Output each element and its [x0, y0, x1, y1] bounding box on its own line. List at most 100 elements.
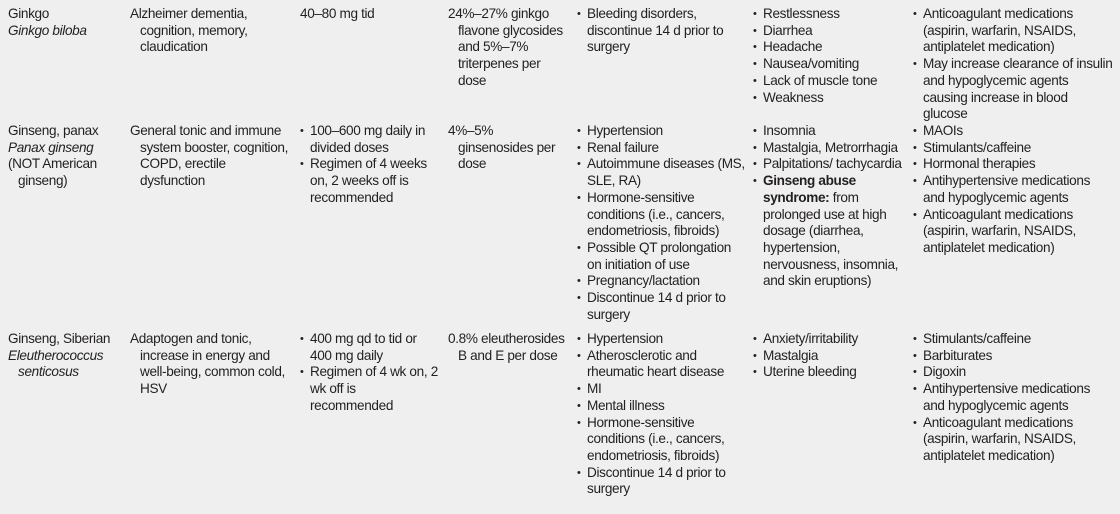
item-text: Headache	[763, 39, 823, 55]
herb-name-cell: Ginkgo Ginkgo biloba	[8, 6, 126, 39]
herb-latin-name: Ginkgo biloba	[8, 23, 126, 40]
dose-cell: 40–80 mg tid	[300, 6, 440, 23]
item-text: Mastalgia	[763, 347, 819, 363]
list-item: Antihypertensive medications and hypogly…	[913, 381, 1113, 414]
item-text: Insomnia	[763, 123, 816, 138]
list-item: Anxiety/irritability	[753, 331, 909, 348]
standardization-cell: 24%–27% ginkgo flavone glycosides and 5%…	[448, 6, 570, 90]
list-item: Stimulants/caffeine	[913, 331, 1113, 348]
bullet-list: MAOIsStimulants/caffeineHormonal therapi…	[913, 123, 1113, 257]
bullet-list: HypertensionRenal failureAutoimmune dise…	[577, 123, 747, 323]
list-item: May increase clearance of insulin and hy…	[913, 56, 1113, 123]
side-effects-cell: Anxiety/irritabilityMastalgiaUterine ble…	[753, 331, 909, 381]
bullet-list: 100–600 mg daily in divided dosesRegimen…	[300, 123, 440, 207]
item-text: Diarrhea	[763, 22, 813, 38]
interactions-cell: Anticoagulant medications (aspirin, warf…	[913, 6, 1113, 123]
standardization-text: 0.8% eleutherosides B and E per dose	[448, 331, 565, 363]
list-item: Barbiturates	[913, 348, 1113, 365]
list-item: Mental illness	[577, 398, 747, 415]
list-item: MAOIs	[913, 123, 1113, 140]
list-item: Lack of muscle tone	[753, 73, 909, 90]
list-item: Stimulants/caffeine	[913, 140, 1113, 157]
list-item: Hypertension	[577, 123, 747, 140]
item-text: Palpitations/ tachycardia	[763, 156, 902, 172]
side-effects-cell: RestlessnessDiarrheaHeadacheNausea/vomit…	[753, 6, 909, 106]
list-item: Antihypertensive medications and hypogly…	[913, 173, 1113, 206]
uses-cell: Adaptogen and tonic, increase in energy …	[130, 331, 290, 398]
list-item: Bleeding disorders, discontinue 14 d pri…	[577, 6, 747, 56]
dose-text: 40–80 mg tid	[300, 6, 375, 21]
contraindications-cell: Bleeding disorders, discontinue 14 d pri…	[577, 6, 747, 56]
uses-text: Alzheimer dementia, cognition, memory, c…	[130, 6, 248, 55]
bullet-list: Anxiety/irritabilityMastalgiaUterine ble…	[753, 331, 909, 381]
bullet-list: 400 mg qd to tid or 400 mg dailyRegimen …	[300, 331, 440, 415]
list-item: Hormone-sensitive conditions (i.e., canc…	[577, 190, 747, 240]
herb-common-name: Ginseng, panax	[8, 123, 99, 138]
list-item: Regimen of 4 wk on, 2 wk off is recommen…	[300, 364, 440, 414]
herb-name-cell: Ginseng, panax Panax ginseng (NOT American…	[8, 123, 126, 190]
list-item: Weakness	[753, 90, 909, 107]
uses-text: Adaptogen and tonic, increase in energy …	[130, 331, 285, 397]
list-item: Anticoagulant medications (aspirin, warf…	[913, 415, 1113, 465]
dose-cell: 100–600 mg daily in divided dosesRegimen…	[300, 123, 440, 207]
list-item: Insomnia	[753, 123, 909, 140]
bullet-list: Bleeding disorders, discontinue 14 d pri…	[577, 6, 747, 56]
bullet-list: InsomniaMastalgia, MetrorrhagiaPalpitati…	[753, 123, 909, 290]
bullet-list: HypertensionAtherosclerotic and rheumati…	[577, 331, 747, 498]
bold-term: Ginseng abuse syndrome:	[763, 173, 856, 205]
latin-name-text: Panax ginseng	[8, 139, 94, 155]
contraindications-cell: HypertensionRenal failureAutoimmune dise…	[577, 123, 747, 323]
herb-latin-name: Panax ginseng	[8, 140, 126, 157]
bullet-list: Stimulants/caffeineBarbituratesDigoxinAn…	[913, 331, 1113, 465]
list-item: Pregnancy/lactation	[577, 273, 747, 290]
item-text: Lack of muscle tone	[763, 72, 878, 88]
list-item: Anticoagulant medications (aspirin, warf…	[913, 6, 1113, 56]
list-item: 100–600 mg daily in divided doses	[300, 123, 440, 156]
list-item: Atherosclerotic and rheumatic heart dise…	[577, 348, 747, 381]
herb-note: (NOT American ginseng)	[8, 156, 97, 189]
standardization-cell: 4%–5% ginsenosides per dose	[448, 123, 570, 173]
standardization-cell: 0.8% eleutherosides B and E per dose	[448, 331, 570, 364]
bullet-list: Anticoagulant medications (aspirin, warf…	[913, 6, 1113, 123]
item-text: from prolonged use at high dosage (diarr…	[763, 189, 899, 289]
herb-common-name: Ginkgo	[8, 6, 49, 21]
list-item: Diarrhea	[753, 23, 909, 40]
interactions-cell: Stimulants/caffeineBarbituratesDigoxinAn…	[913, 331, 1113, 465]
latin-name-text: Ginkgo biloba	[8, 22, 87, 38]
item-text: Mastalgia, Metrorrhagia	[763, 139, 898, 155]
standardization-text: 4%–5% ginsenosides per dose	[448, 123, 556, 172]
item-text: Weakness	[763, 89, 824, 105]
list-item: Nausea/vomiting	[753, 56, 909, 73]
list-item: Regimen of 4 weeks on, 2 weeks off is re…	[300, 156, 440, 206]
uses-cell: Alzheimer dementia, cognition, memory, c…	[130, 6, 290, 56]
list-item: Hypertension	[577, 331, 747, 348]
list-item: Possible QT prolongation on initiation o…	[577, 240, 747, 273]
contraindications-cell: HypertensionAtherosclerotic and rheumati…	[577, 331, 747, 498]
dose-cell: 400 mg qd to tid or 400 mg dailyRegimen …	[300, 331, 440, 415]
latin-name-text: Eleutherococcus senticosus	[8, 347, 104, 380]
list-item: Mastalgia, Metrorrhagia	[753, 140, 909, 157]
list-item: Hormonal therapies	[913, 156, 1113, 173]
list-item: MI	[577, 381, 747, 398]
list-item: 400 mg qd to tid or 400 mg daily	[300, 331, 440, 364]
list-item: Autoimmune diseases (MS, SLE, RA)	[577, 156, 747, 189]
item-text: Restlessness	[763, 6, 840, 21]
list-item: Ginseng abuse syndrome: from prolonged u…	[753, 173, 909, 290]
list-item: Digoxin	[913, 364, 1113, 381]
standardization-text: 24%–27% ginkgo flavone glycosides and 5%…	[448, 6, 563, 88]
list-item: Uterine bleeding	[753, 364, 909, 381]
list-item: Discontinue 14 d prior to surgery	[577, 465, 747, 498]
list-item: Restlessness	[753, 6, 909, 23]
list-item: Hormone-sensitive conditions (i.e., canc…	[577, 415, 747, 465]
list-item: Anticoagulant medications (aspirin, warf…	[913, 207, 1113, 257]
list-item: Mastalgia	[753, 348, 909, 365]
herb-common-name: Ginseng, Siberian	[8, 331, 111, 346]
herb-name-cell: Ginseng, Siberian Eleutherococcus sentico…	[8, 331, 126, 381]
herb-latin-name: Eleutherococcus senticosus	[8, 348, 126, 381]
bullet-list: RestlessnessDiarrheaHeadacheNausea/vomit…	[753, 6, 909, 106]
side-effects-cell: InsomniaMastalgia, MetrorrhagiaPalpitati…	[753, 123, 909, 290]
item-text: Anxiety/irritability	[763, 331, 858, 346]
list-item: Renal failure	[577, 140, 747, 157]
uses-text: General tonic and immune system booster,…	[130, 123, 289, 189]
item-text: Nausea/vomiting	[763, 56, 859, 72]
